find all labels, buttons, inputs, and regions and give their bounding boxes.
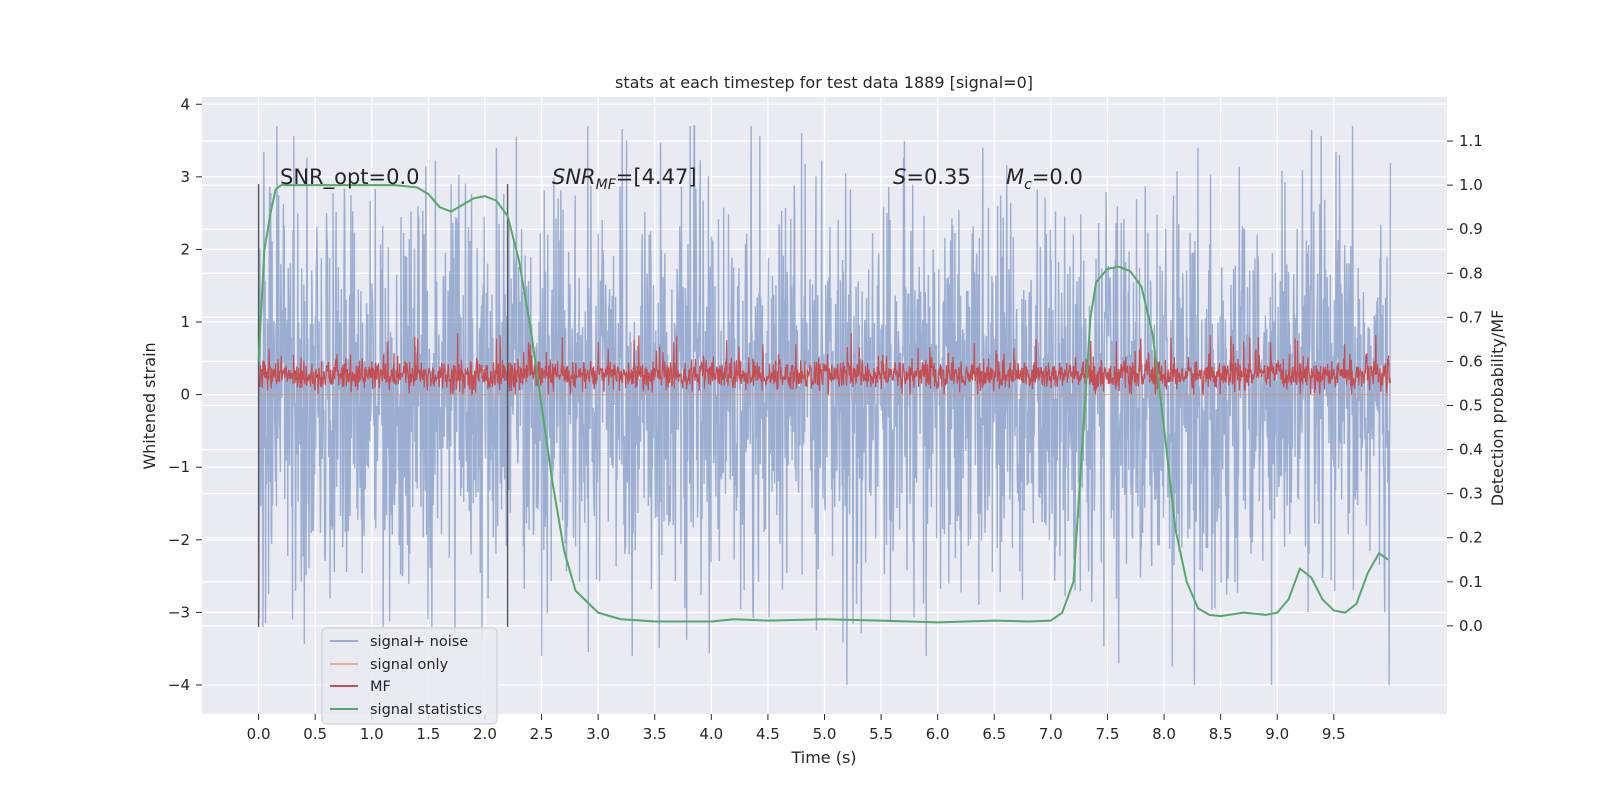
x-axis-label: Time (s) <box>790 748 856 767</box>
y-right-tick-label: 0.6 <box>1459 352 1483 370</box>
axis-ticks: 0.0 0.5 1.0 1.5 2.0 2.5 3.0 3.5 4.0 4.5 5.0 5.5 6.0 6… <box>168 95 1483 743</box>
annotation-mc-symbol: M <box>1006 165 1024 189</box>
y-left-tick-label: 1 <box>180 313 190 331</box>
x-tick-label: 7.5 <box>1096 725 1120 743</box>
annotation-s-symbol: S <box>893 165 906 189</box>
y-right-tick-label: 0.0 <box>1459 617 1483 635</box>
x-tick-label: 2.0 <box>473 725 497 743</box>
legend-label-signal-only: signal only <box>370 657 449 673</box>
series-line-mf <box>257 333 1392 397</box>
series-mf <box>257 333 1392 397</box>
y-right-tick-label: 0.5 <box>1459 397 1483 415</box>
annotation-mc-subscript: c <box>1024 177 1032 193</box>
legend-label-mf: MF <box>370 679 391 695</box>
y-right-tick-label: 0.3 <box>1459 485 1483 503</box>
y-left-tick-label: 3 <box>180 168 190 186</box>
annotation-snr-mf: SNRMF=[4.47] <box>552 165 697 193</box>
chart-title: stats at each timestep for test data 188… <box>615 73 1033 92</box>
annotation-mc-value: =0.0 <box>1032 165 1083 189</box>
x-tick-label: 0.5 <box>303 725 327 743</box>
x-tick-label: 7.0 <box>1039 725 1063 743</box>
y-right-tick-label: 0.4 <box>1459 441 1483 459</box>
x-tick-label: 9.0 <box>1265 725 1289 743</box>
x-tick-label: 2.5 <box>530 725 554 743</box>
y-left-tick-label: 2 <box>180 240 190 258</box>
y-right-tick-label: 0.8 <box>1459 264 1483 282</box>
annotation-s: S=0.35 <box>893 165 971 189</box>
legend-box <box>321 627 498 725</box>
series-signal-noise <box>257 125 1392 685</box>
x-tick-label: 6.5 <box>982 725 1006 743</box>
x-tick-label: 3.5 <box>643 725 667 743</box>
x-tick-label: 8.5 <box>1209 725 1233 743</box>
x-tick-label: 8.0 <box>1152 725 1176 743</box>
x-tick-label: 3.0 <box>586 725 610 743</box>
y-left-tick-label: −2 <box>168 531 190 549</box>
vertical-markers <box>257 184 509 627</box>
x-tick-label: 5.5 <box>869 725 893 743</box>
y-axis-label-left: Whitened strain <box>140 342 159 469</box>
x-tick-label: 4.0 <box>699 725 723 743</box>
x-tick-label: 0.0 <box>247 725 271 743</box>
y-right-tick-label: 0.9 <box>1459 220 1483 238</box>
y-right-tick-label: 0.7 <box>1459 308 1483 326</box>
y-left-tick-label: −4 <box>168 676 190 694</box>
x-tick-label: 4.5 <box>756 725 780 743</box>
y-left-tick-label: 4 <box>180 95 190 113</box>
annotation-snr-mf-subscript: MF <box>596 177 617 193</box>
annotation-snr-mf-symbol: SNR <box>552 165 596 189</box>
y-left-tick-label: −3 <box>168 603 190 621</box>
x-tick-label: 6.0 <box>926 725 950 743</box>
legend-label-signal-noise: signal+ noise <box>370 634 468 650</box>
x-tick-label: 5.0 <box>813 725 837 743</box>
annotation-snr-mf-value: =[4.47] <box>616 165 697 189</box>
y-axis-label-right: Detection probability/MF <box>1488 310 1507 507</box>
y-left-tick-label: −1 <box>168 458 190 476</box>
annotation-s-value: =0.35 <box>906 165 970 189</box>
legend-label-signal-statistics: signal statistics <box>370 702 482 718</box>
annotation-mc: Mc=0.0 <box>1006 165 1083 193</box>
y-right-tick-label: 1.0 <box>1459 176 1483 194</box>
series-line-signal-statistics <box>257 184 1389 624</box>
annotation-snr-opt: SNR_opt=0.0 <box>280 165 420 190</box>
y-right-tick-label: 1.1 <box>1459 132 1483 150</box>
series-line-signal-noise <box>257 125 1392 685</box>
x-tick-label: 1.5 <box>416 725 440 743</box>
x-tick-label: 9.5 <box>1322 725 1346 743</box>
series-signal-statistics <box>257 184 1389 624</box>
x-tick-label: 1.0 <box>360 725 384 743</box>
legend: signal+ noise signal only MF signal stat… <box>321 627 498 725</box>
y-right-tick-label: 0.1 <box>1459 573 1483 591</box>
y-left-tick-label: 0 <box>180 386 190 404</box>
y-right-tick-label: 0.2 <box>1459 529 1483 547</box>
